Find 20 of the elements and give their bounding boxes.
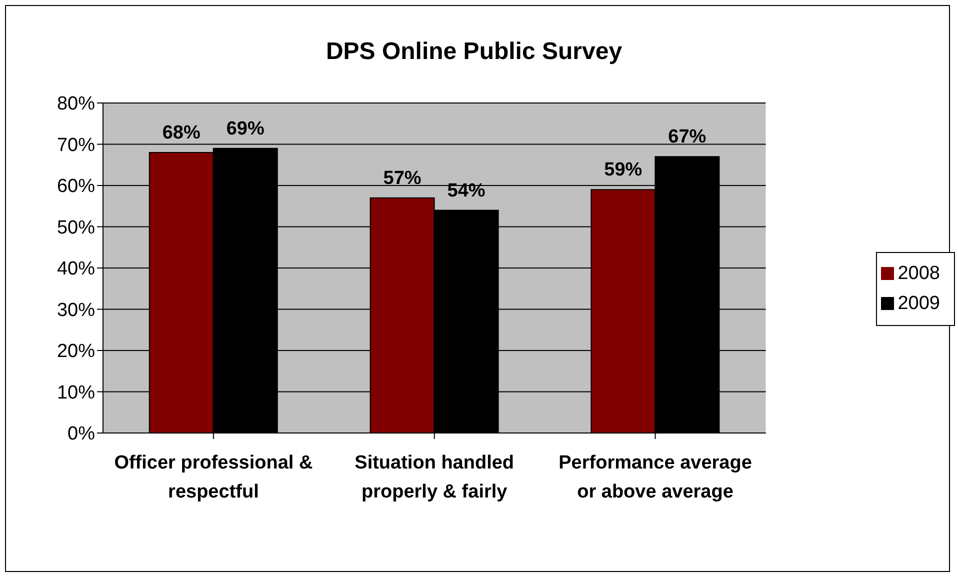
legend-label: 2009	[898, 292, 940, 314]
y-tick-label: 30%	[56, 300, 96, 321]
x-tick-label: Performance average or above average	[558, 452, 752, 502]
data-label: 67%	[668, 126, 706, 148]
x-tick-label: Officer professional & respectful	[114, 452, 313, 502]
chart-title: DPS Online Public Survey	[324, 38, 624, 66]
x-tick-label: Situation handled properly & fairly	[354, 452, 514, 502]
y-tick-label: 80%	[56, 94, 96, 115]
y-tick-label: 60%	[56, 176, 96, 198]
y-tick-label: 0%	[68, 424, 96, 445]
y-tick-label: 10%	[56, 382, 96, 404]
legend-label: 2008	[898, 262, 940, 284]
y-tick-label: 20%	[56, 341, 96, 362]
data-label: 68%	[162, 122, 201, 144]
data-label: 69%	[226, 118, 265, 140]
y-tick-label: 50%	[56, 217, 96, 238]
data-label: 59%	[604, 160, 642, 181]
data-label: 57%	[383, 168, 422, 189]
y-tick-label: 70%	[56, 134, 96, 156]
y-tick-label: 40%	[56, 258, 96, 280]
